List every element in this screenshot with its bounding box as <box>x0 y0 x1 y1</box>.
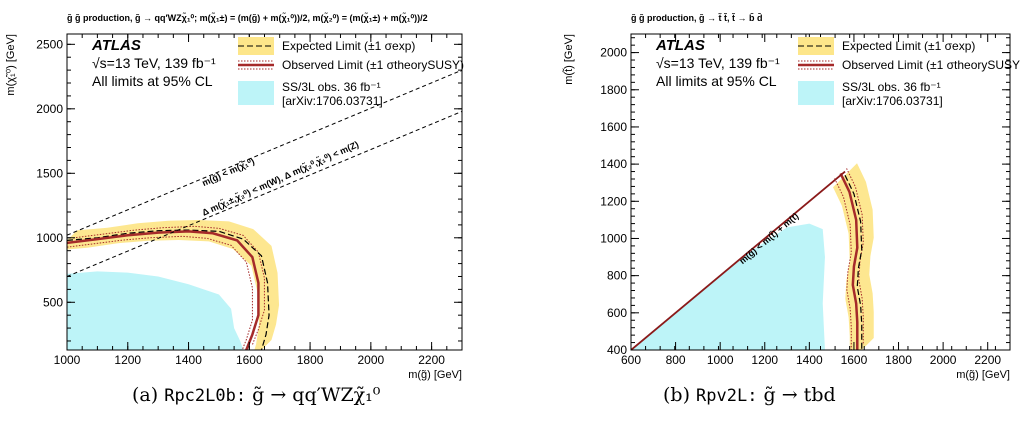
y-tick-label: 800 <box>607 269 627 283</box>
y-tick-label: 1600 <box>600 120 627 134</box>
x-tick-label: 600 <box>621 353 641 367</box>
caption-a-code: Rpc2L0b: <box>164 386 247 406</box>
expected-band <box>67 220 280 350</box>
y-tick-label: 2500 <box>36 37 63 51</box>
kinematic-line-0 <box>67 69 462 236</box>
x-tick-label: 2200 <box>418 353 445 367</box>
observed-lower-theory-line <box>834 178 852 350</box>
x-axis-label: m(g̃) [GeV] <box>956 369 1010 381</box>
chart-rpc2l0b: m(g̃) < m(χ̃₁⁰)Δ m(χ̃₁±,χ̃₂⁰) < m(W), Δ … <box>5 12 464 381</box>
observed-upper-theory-line <box>846 168 864 345</box>
energy-label: √s=13 TeV, 139 fb⁻¹ <box>92 55 216 71</box>
legend-prior-ref: [arXiv:1706.03731] <box>282 94 383 108</box>
y-tick-label: 1800 <box>600 83 627 97</box>
legend-prior-label: SS/3L obs. 36 fb⁻¹ <box>282 80 381 94</box>
x-tick-label: 1200 <box>114 353 141 367</box>
y-tick-label: 400 <box>607 343 627 357</box>
observed-upper-theory-line <box>72 225 265 346</box>
expected-limit-line <box>844 175 863 350</box>
chart-title: g̃ g̃ production, g̃ → qq′WZχ̃₁⁰; m(χ̃₁±… <box>67 12 428 23</box>
x-tick-label: 2000 <box>930 353 957 367</box>
legend-prior-label: SS/3L obs. 36 fb⁻¹ <box>842 80 941 94</box>
cl-label: All limits at 95% CL <box>656 73 777 89</box>
expected-limit-line <box>67 229 270 350</box>
atlas-label: ATLAS <box>655 37 705 54</box>
x-tick-label: 800 <box>666 353 686 367</box>
caption-b-math: g̃ → tbd <box>763 384 836 406</box>
panel-rpc2l0b: m(g̃) < m(χ̃₁⁰) Δ m(χ̃₁±,χ̃₂⁰) < m(W), Δ … <box>5 12 464 406</box>
x-tick-label: 1400 <box>175 353 202 367</box>
x-tick-label: 2000 <box>357 353 384 367</box>
y-tick-label: 2000 <box>600 46 627 60</box>
legend-prior-swatch <box>798 81 834 105</box>
y-axis-label: m(t̃) [GeV] <box>562 34 575 85</box>
y-axis-label: m(χ̃₁⁰) [GeV] <box>5 34 17 96</box>
y-tick-label: 1000 <box>36 231 63 245</box>
y-tick-label: 1000 <box>600 231 627 245</box>
atlas-label: ATLAS <box>91 37 141 54</box>
y-tick-label: 600 <box>607 306 627 320</box>
caption-b: (b) Rpv2L: g̃ → tbd <box>663 384 836 406</box>
y-tick-label: 1500 <box>36 166 63 180</box>
observed-limit-line <box>839 172 859 350</box>
legend-expected-label: Expected Limit (±1 σexp) <box>842 39 975 53</box>
y-tick-label: 500 <box>43 295 63 309</box>
x-tick-label: 1400 <box>796 353 823 367</box>
prior-excluded-region <box>631 223 825 350</box>
caption-a: (a) Rpc2L0b: g̃ → qq′WZχ̃₁⁰ <box>132 384 380 406</box>
kinematic-line-1 <box>67 110 462 277</box>
legend-observed-label: Observed Limit (±1 σtheorySUSY) <box>842 58 1020 72</box>
caption-a-math: g̃ → qq′WZχ̃₁⁰ <box>252 384 381 406</box>
x-tick-label: 2200 <box>974 353 1001 367</box>
legend-observed-label: Observed Limit (±1 σtheorySUSY) <box>282 58 464 72</box>
chart-title: g̃ g̃ production, g̃ → t̃ t̃, t̃ → b̄ d̄ <box>631 12 762 23</box>
x-tick-label: 1600 <box>236 353 263 367</box>
y-tick-label: 2000 <box>36 102 63 116</box>
prior-excluded-region <box>67 271 244 350</box>
plot-area: m(g̃) < m(t̃) + m(t) <box>631 163 874 350</box>
observed-limit-line <box>67 230 260 350</box>
expected-band <box>833 163 874 350</box>
x-tick-label: 1800 <box>297 353 324 367</box>
x-tick-label: 1600 <box>841 353 868 367</box>
kinematic-label-0: m(g̃) < m(χ̃₁⁰) <box>200 155 256 188</box>
caption-a-label: (a) <box>132 384 159 406</box>
observed-lower-theory-line <box>67 235 253 350</box>
y-tick-label: 1400 <box>600 157 627 171</box>
plot-area: m(g̃) < m(χ̃₁⁰)Δ m(χ̃₁±,χ̃₂⁰) < m(W), Δ … <box>67 69 462 350</box>
cl-label: All limits at 95% CL <box>92 73 213 89</box>
chart-rpv2l: m(g̃) < m(t̃) + m(t) 600 800 1000 1200 1400 16… <box>562 12 1020 381</box>
caption-b-code: Rpv2L: <box>696 386 758 406</box>
kinematic-line-0 <box>631 170 846 350</box>
x-tick-label: 1200 <box>751 353 778 367</box>
legend-expected-label: Expected Limit (±1 σexp) <box>282 39 415 53</box>
x-axis-label: m(g̃) [GeV] <box>408 369 462 381</box>
caption-b-label: (b) <box>663 384 690 406</box>
legend-prior-swatch <box>238 81 274 105</box>
x-tick-label: 1000 <box>54 353 81 367</box>
panel-rpv2l: m(g̃) < m(t̃) + m(t) 600 800 1000 1200 1400 16… <box>520 0 1020 437</box>
x-tick-label: 1800 <box>885 353 912 367</box>
energy-label: √s=13 TeV, 139 fb⁻¹ <box>656 55 780 71</box>
legend-prior-ref: [arXiv:1706.03731] <box>842 94 943 108</box>
x-tick-label: 1000 <box>707 353 734 367</box>
y-tick-label: 1200 <box>600 194 627 208</box>
